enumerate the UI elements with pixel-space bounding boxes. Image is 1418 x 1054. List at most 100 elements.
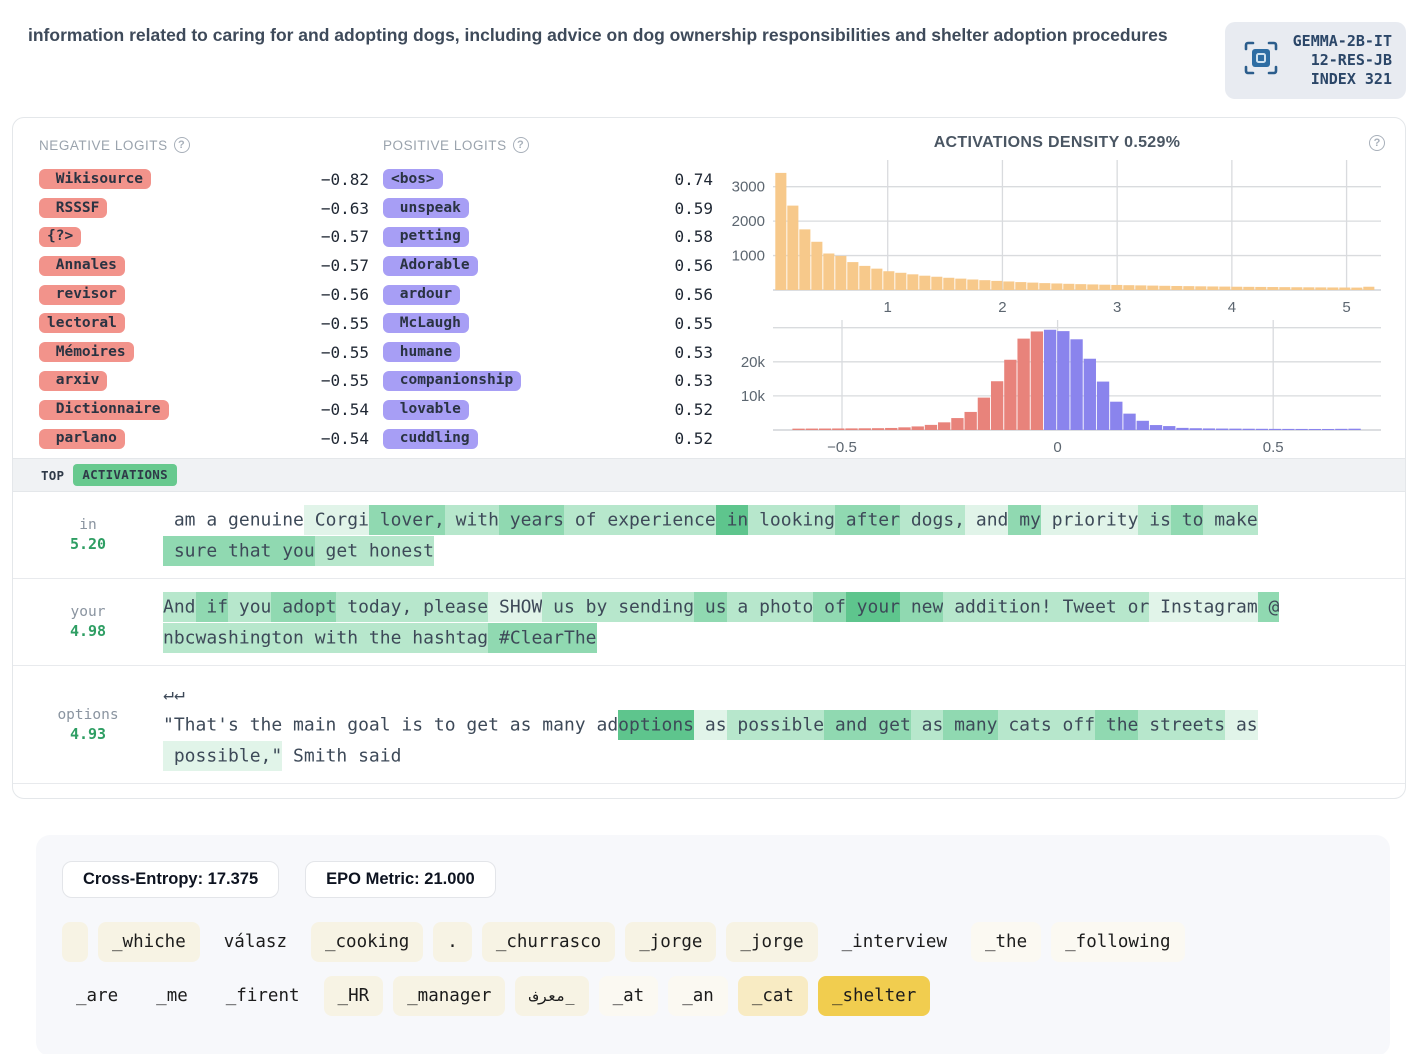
logit-value: 0.74 — [674, 169, 713, 189]
positive-token-pill[interactable]: <bos> — [383, 169, 443, 190]
positive-logit-row: lovable 0.52 — [383, 395, 713, 424]
svg-text:−0.5: −0.5 — [827, 439, 857, 456]
logit-value: −0.82 — [320, 169, 369, 189]
activation-token-segment: possible — [726, 709, 825, 740]
help-icon[interactable]: ? — [512, 137, 529, 153]
logit-value: 0.56 — [674, 285, 713, 305]
token-chip-row: _whiche válasz _cooking. _churrasco _jorge _j… — [62, 922, 1364, 962]
negative-token-pill[interactable]: lectoral — [39, 313, 125, 334]
svg-text:0.5: 0.5 — [1263, 439, 1284, 456]
token-chip[interactable]: _cat — [737, 976, 808, 1016]
token-chip[interactable]: _firent — [225, 986, 300, 1006]
activation-row: options 4.93 ↵↵ "That's the main goal is to… — [13, 666, 1405, 784]
metric-pill: Cross-Entropy: 17.375 — [62, 861, 280, 898]
negative-token-pill[interactable]: {?> — [39, 226, 82, 247]
token-chip[interactable]: _manager — [393, 976, 506, 1016]
token-chip[interactable]: _jorge — [625, 922, 717, 962]
help-icon[interactable]: ? — [173, 137, 190, 153]
logit-value: −0.57 — [320, 256, 369, 276]
activation-row: in 5.20 am a genuine Corgi lover, with ye… — [13, 492, 1405, 579]
activations-badge: ACTIVATIONS — [73, 464, 177, 486]
activation-token-segment: to — [1170, 504, 1204, 535]
token-chip[interactable]: _me — [156, 986, 188, 1006]
positive-logit-row: Adorable 0.56 — [383, 251, 713, 280]
negative-logit-row: Annales −0.57 — [39, 251, 369, 280]
negative-logit-row: Wikisource −0.82 — [39, 165, 369, 194]
help-icon[interactable]: ? — [1369, 135, 1385, 151]
positive-logit-row: McLaugh 0.55 — [383, 309, 713, 338]
activation-token-segment: hashtag — [401, 622, 489, 653]
activation-text: am a genuine Corgi lover, with years of … — [163, 504, 1381, 566]
token-chip[interactable]: _whiche — [98, 922, 200, 962]
activation-token-segment: my — [1008, 504, 1041, 535]
negative-logits-header: NEGATIVE LOGITS ? — [39, 134, 369, 156]
positive-token-pill[interactable]: ardour — [383, 284, 461, 305]
activation-token-segment: as — [1225, 709, 1258, 740]
activation-token-segment: @ — [1257, 591, 1280, 622]
negative-logit-row: Dictionnaire −0.54 — [39, 395, 369, 424]
token-chip[interactable]: _معرف — [515, 976, 589, 1016]
negative-token-pill[interactable]: revisor — [39, 284, 125, 305]
positive-token-pill[interactable]: McLaugh — [383, 313, 469, 334]
token-chip[interactable]: . — [433, 922, 472, 962]
logit-value: −0.55 — [320, 342, 369, 362]
negative-token-pill[interactable]: Mémoires — [39, 342, 134, 363]
activation-token-segment: cats — [997, 709, 1052, 740]
token-chip[interactable]: _an — [668, 976, 728, 1016]
positive-token-pill[interactable]: humane — [383, 342, 461, 363]
svg-text:3: 3 — [1113, 299, 1121, 316]
activations-density-panel: ACTIVATIONS DENSITY 0.529% ? 1 2 3 4 5 1000 20… — [727, 134, 1393, 458]
token-chip[interactable]: _the — [970, 922, 1042, 962]
token-chip[interactable]: válasz — [223, 932, 287, 952]
negative-token-pill[interactable]: Wikisource — [39, 169, 152, 190]
positive-token-pill[interactable]: lovable — [383, 399, 469, 420]
negative-token-pill[interactable]: Annales — [39, 255, 125, 276]
positive-token-pill[interactable]: cuddling — [383, 428, 478, 449]
positive-logits-title: POSITIVE LOGITS — [383, 137, 507, 153]
activation-text: And if you adopt today, please SHOW us b… — [163, 591, 1381, 653]
activation-token-segment: Instagram — [1149, 591, 1258, 622]
activation-token-segment: addition! — [943, 591, 1052, 622]
negative-token-pill[interactable]: RSSSF — [39, 198, 108, 219]
logit-value: −0.56 — [320, 285, 369, 305]
activation-token-segment: many — [943, 709, 998, 740]
activation-token-segment: lover, — [368, 504, 445, 535]
svg-text:3000: 3000 — [732, 179, 765, 196]
positive-token-pill[interactable]: unspeak — [383, 198, 469, 219]
positive-token-pill[interactable]: petting — [383, 226, 469, 247]
activation-token-segment: new — [900, 591, 944, 622]
token-chip[interactable]: _are — [76, 986, 119, 1006]
logit-value: −0.57 — [320, 227, 369, 247]
logit-value: −0.55 — [320, 313, 369, 333]
feature-description: information related to caring for and ad… — [28, 25, 1168, 45]
negative-token-pill[interactable]: arxiv — [39, 370, 108, 391]
activation-value: 4.93 — [69, 724, 107, 743]
activation-token-segment: And — [163, 591, 196, 622]
token-chip[interactable]: _churrasco — [481, 922, 616, 962]
negative-token-pill[interactable]: parlano — [39, 428, 125, 449]
activation-token-segment: years — [498, 504, 564, 535]
positive-token-pill[interactable]: Adorable — [383, 255, 478, 276]
token-chip[interactable]: _cooking — [310, 922, 424, 962]
activation-token-segment: sure that you — [163, 535, 315, 566]
activation-value: 5.20 — [69, 535, 107, 553]
negative-logit-row: revisor −0.56 — [39, 280, 369, 309]
activation-token-segment: Smith said — [282, 745, 402, 766]
negative-token-pill[interactable]: Dictionnaire — [39, 399, 169, 420]
activations-density-title: ACTIVATIONS DENSITY 0.529% — [933, 134, 1181, 151]
token-chip[interactable]: _jorge — [726, 922, 818, 962]
max-activation-token: your — [70, 604, 106, 620]
token-chip[interactable]: _following — [1051, 922, 1185, 962]
negative-logits-column: NEGATIVE LOGITS ? Wikisource −0.82 RSSSF −… — [39, 134, 369, 458]
activation-row: your 4.98 And if you adopt today, please S… — [13, 579, 1405, 666]
token-chip[interactable] — [62, 922, 88, 962]
token-chip[interactable]: _interview — [841, 932, 947, 952]
token-chip[interactable]: _at — [598, 976, 659, 1016]
positive-token-pill[interactable]: companionship — [383, 370, 522, 391]
token-chip[interactable]: _HR — [323, 976, 384, 1016]
token-chip[interactable]: _shelter — [817, 976, 931, 1016]
logit-value: 0.59 — [674, 198, 713, 218]
activation-value: 4.98 — [69, 622, 107, 640]
model-badge-text: GEMMA-2B-IT 12-RES-JB INDEX 321 — [1292, 32, 1392, 88]
logit-value: 0.53 — [674, 342, 713, 362]
